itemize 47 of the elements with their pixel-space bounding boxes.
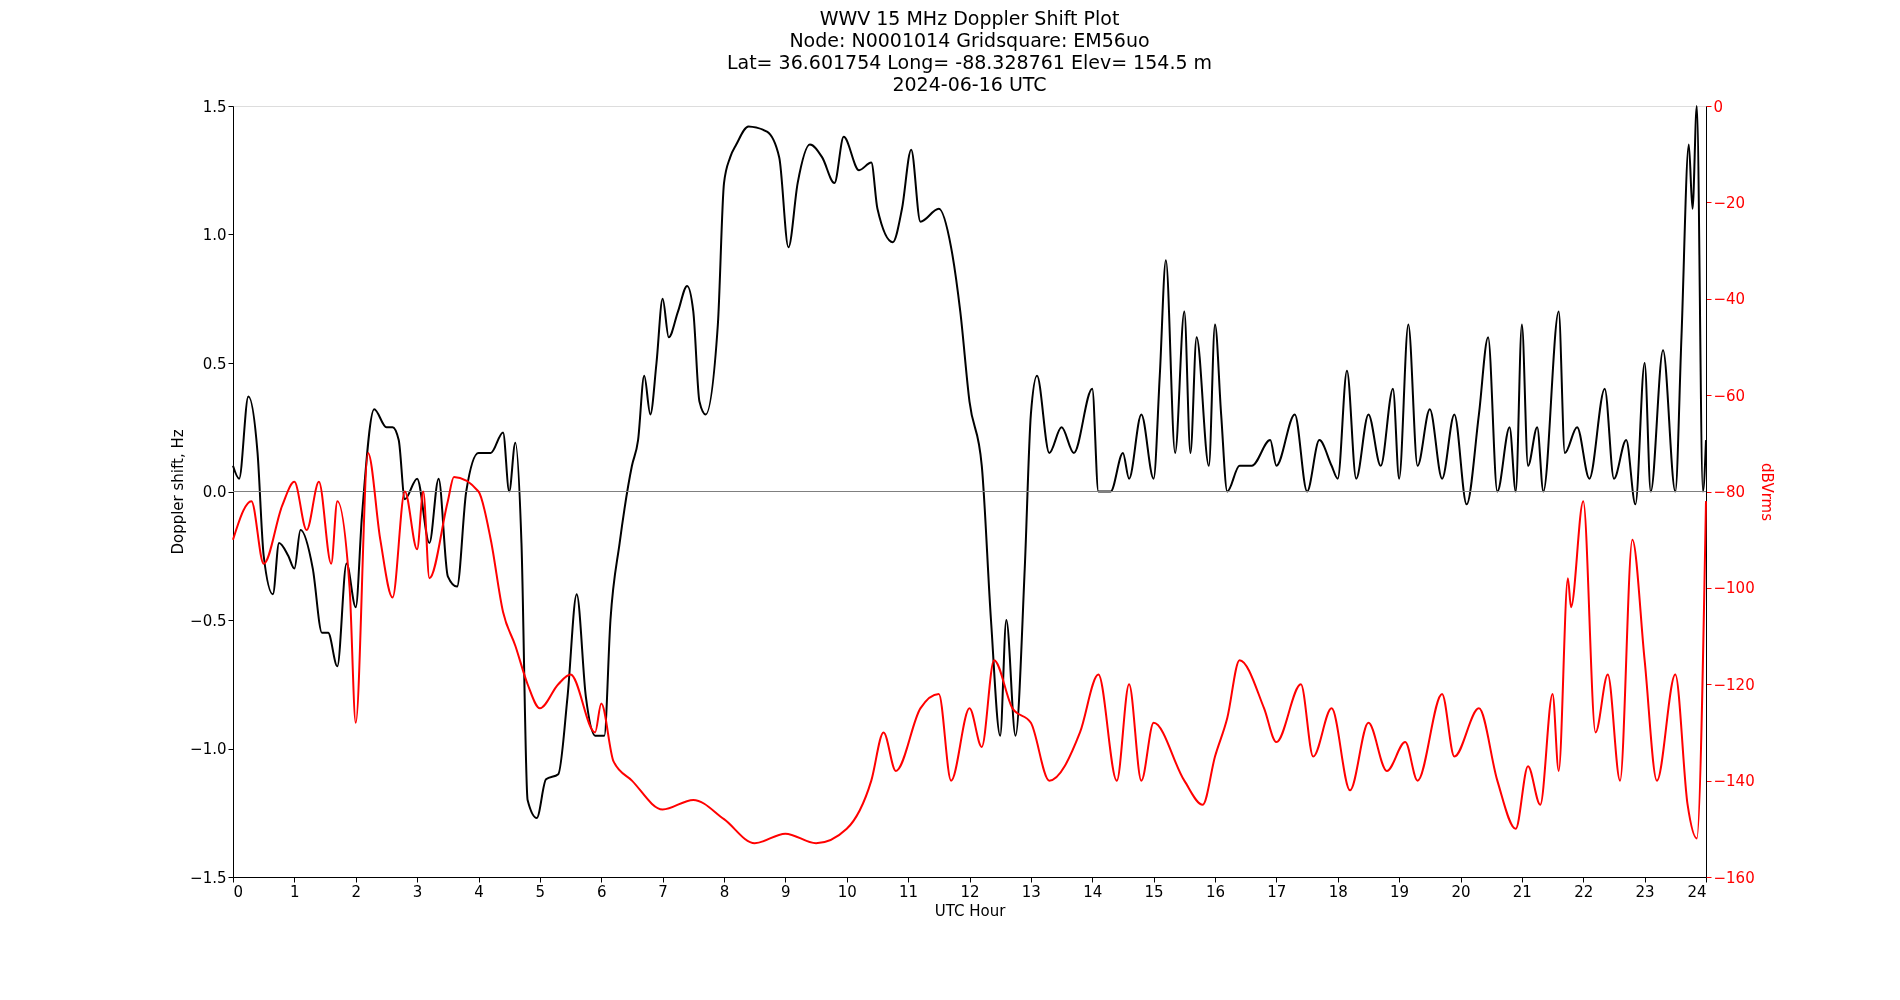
x-tick-label: 17 (1267, 882, 1287, 901)
x-tick-label: 9 (781, 882, 791, 901)
x-axis-title: UTC Hour (934, 901, 1007, 920)
y2-tick-label: −60 (1713, 386, 1746, 405)
x-tick-label: 24 (1687, 882, 1707, 901)
x-tick-label: 20 (1451, 882, 1471, 901)
x-tick-label: 11 (899, 882, 919, 901)
y-tick-label: 0.0 (202, 483, 227, 501)
x-tick-label: 10 (837, 882, 857, 901)
y2-tick-label: −20 (1713, 193, 1746, 212)
x-tick-label: 14 (1083, 882, 1103, 901)
x-tick-label: 22 (1574, 882, 1594, 901)
chart-subtitle: Node: N0001014 Gridsquare: EM56uo Lat= 36.601754 Long= -88.328761 Elev= 154.5 m 2024-06-16 UTC (726, 29, 1213, 95)
x-tick-label: 7 (658, 882, 668, 901)
x-tick-label: 8 (719, 882, 730, 901)
chart-title: WWV 15 MHz Doppler Shift Plot (819, 7, 1120, 29)
x-tick-label: 6 (596, 882, 607, 901)
x-tick-label: 18 (1328, 882, 1348, 901)
x-tick-label: 3 (412, 882, 423, 901)
y2-tick-label: −160 (1713, 868, 1755, 887)
x-tick-label: 19 (1390, 882, 1410, 901)
y-tick-label: −1.5 (190, 868, 227, 887)
x-tick-label: 12 (960, 882, 980, 901)
y2-tick-label: 0 (1713, 97, 1724, 116)
y2-tick-label: −100 (1713, 579, 1755, 598)
y-tick-label: −0.5 (190, 611, 227, 630)
x-tick-label: 2 (351, 882, 362, 901)
y-tick-label: 1.0 (202, 226, 227, 244)
x-tick-label: 5 (535, 882, 546, 901)
x-tick-label: 0 (233, 882, 244, 901)
line-series (232, 451, 1707, 845)
y-tick-label: 1.5 (202, 97, 227, 116)
y-axis-title: Doppler shift, Hz (169, 429, 188, 555)
y-tick-label: 0.5 (202, 354, 227, 373)
x-tick-label: 21 (1512, 882, 1532, 901)
x-tick-label: 13 (1021, 882, 1041, 901)
x-tick-label: 23 (1635, 882, 1655, 901)
y2-tick-label: −120 (1713, 675, 1755, 694)
y2-tick-label: −140 (1713, 772, 1755, 791)
x-tick-label: 4 (474, 882, 484, 901)
y2-axis-title: dBVrms (1757, 463, 1776, 522)
x-tick-label: 16 (1205, 882, 1226, 901)
x-tick-label: 1 (290, 882, 300, 901)
y2-tick-label: −40 (1713, 290, 1746, 309)
y-tick-label: −1.0 (190, 740, 227, 758)
x-tick-label: 15 (1144, 882, 1164, 901)
y2-tick-label: −80 (1713, 483, 1746, 501)
